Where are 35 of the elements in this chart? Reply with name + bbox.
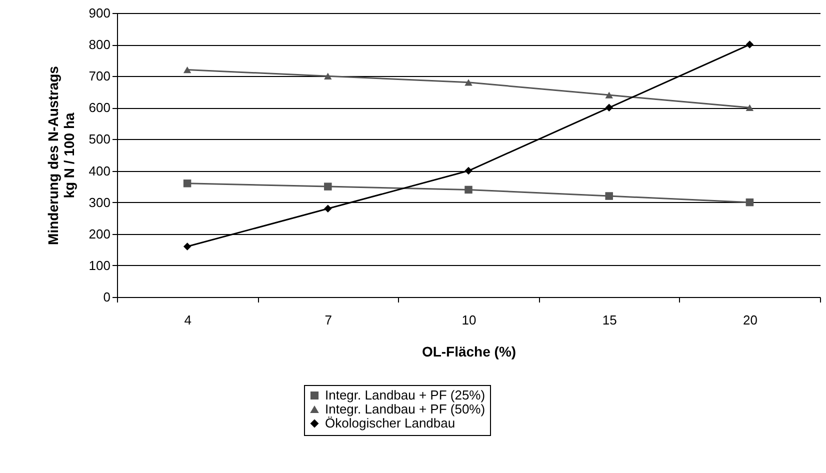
y-tick-label: 500 [88,132,110,147]
y-tick-label: 600 [88,100,110,116]
point [605,104,613,112]
point [746,198,754,206]
legend-label: Integr. Landbau + PF (25%) [325,388,486,402]
x-tick-label: 15 [602,312,617,328]
y-tick-label: 700 [88,68,110,84]
y-tick-label: 200 [88,226,110,242]
point [324,182,332,190]
point [746,40,754,48]
point [324,204,332,213]
legend-label: Integr. Landbau + PF (50%) [325,402,486,416]
point [183,180,192,188]
x-tick-label: 7 [324,312,332,328]
point [183,242,192,250]
point [183,66,192,74]
point [464,186,472,194]
y-axis-title: Minderung des N-Austrags kg N / 100 ha [44,66,77,245]
point [605,192,613,200]
x-tick-label: 20 [742,312,758,328]
point [464,79,472,86]
point [324,72,332,80]
y-tick-label: 800 [88,37,110,52]
legend-label: Ökologischer Landbau [325,416,456,430]
y-tick-label: 100 [88,258,110,273]
x-axis-title: OL-Fläche (%) [422,344,516,360]
x-tick-label: 10 [462,312,476,328]
y-tick-label: 0 [103,290,110,304]
point [464,166,472,175]
y-tick-label: 900 [88,6,110,20]
y-tick-label: 400 [88,163,110,178]
point [746,104,754,112]
y-tick-label: 300 [88,194,110,210]
x-tick-label: 4 [184,312,192,328]
point [605,92,613,98]
